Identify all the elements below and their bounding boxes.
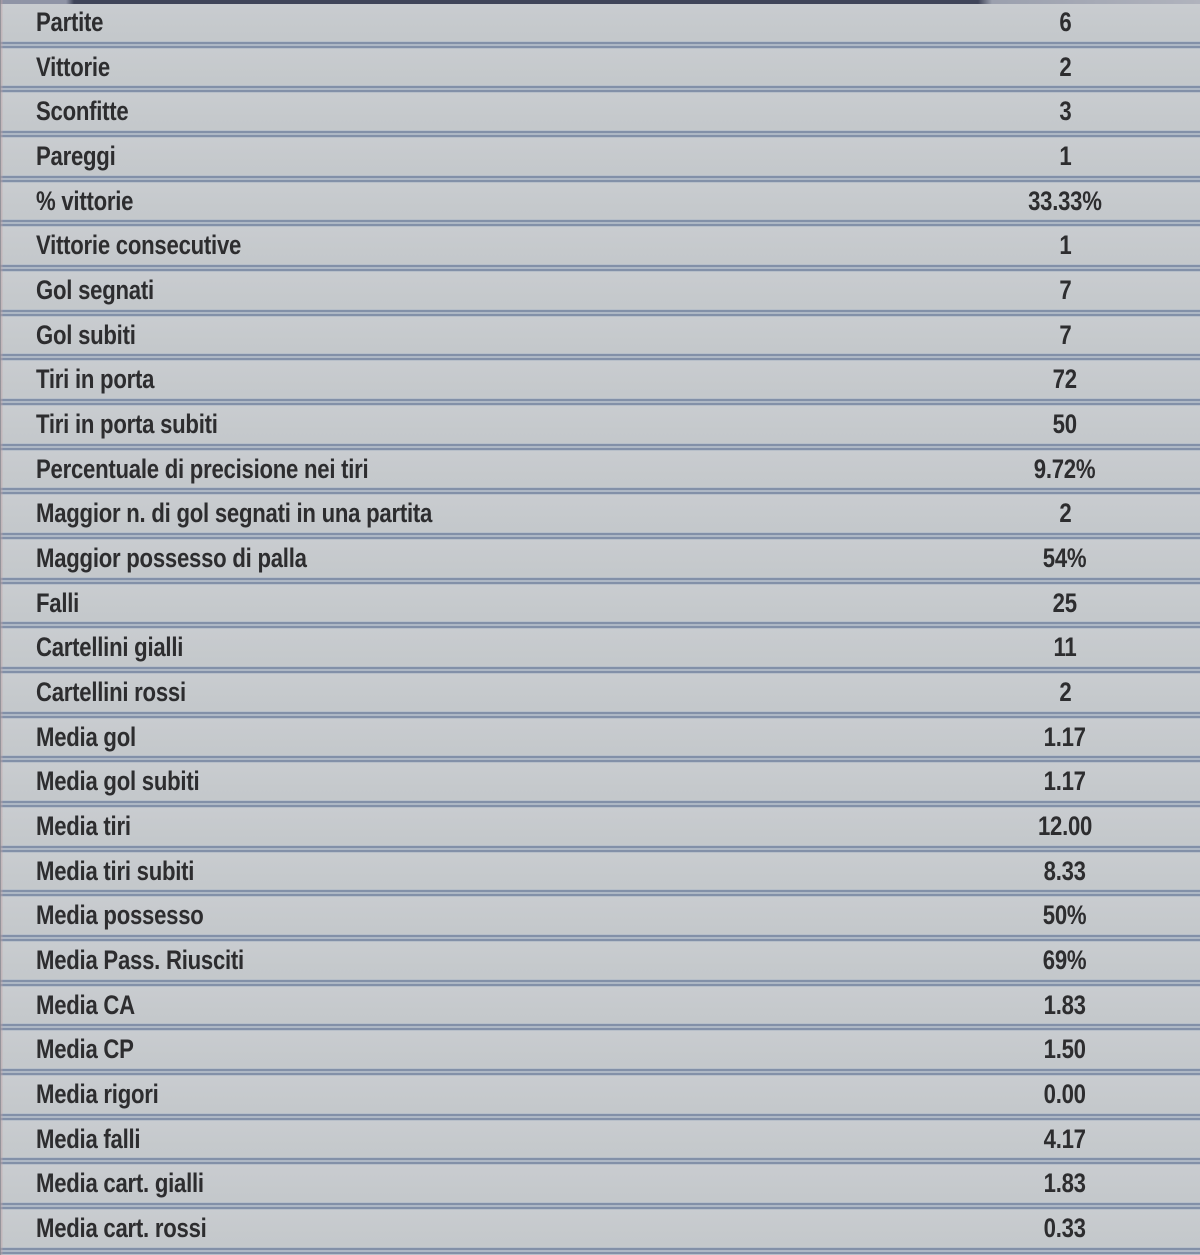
stat-value: 3 [1058, 96, 1072, 127]
stat-label: % vittorie [36, 185, 134, 216]
stat-row: Vittorie consecutive 1 [0, 227, 1200, 273]
stat-value: 6 [1058, 6, 1072, 37]
stat-row: Vittorie 2 [0, 48, 1200, 94]
stat-value: 1.50 [1043, 1034, 1087, 1065]
stat-label: Sconfitte [36, 96, 129, 127]
stat-value: 1.83 [1043, 989, 1087, 1020]
stat-label: Media tiri [36, 810, 131, 841]
stat-value: 7 [1058, 319, 1072, 350]
stat-row: Media gol subiti 1.17 [0, 763, 1200, 809]
stat-label: Gol subiti [36, 319, 136, 350]
stat-row: Tiri in porta subiti 50 [0, 406, 1200, 451]
stat-label: Media gol [36, 721, 136, 752]
stat-label: Maggior n. di gol segnati in una partita [36, 498, 433, 529]
stat-row: Tiri in porta 72 [0, 361, 1200, 407]
stat-label: Falli [36, 587, 80, 618]
stat-row: Falli 25 [0, 584, 1200, 630]
stat-label: Vittorie consecutive [36, 230, 242, 261]
stat-value: 72 [1052, 364, 1078, 395]
stat-value: 25 [1052, 587, 1078, 618]
stat-row: Maggior n. di gol segnati in una partita… [0, 495, 1200, 541]
stat-label: Media rigori [36, 1078, 159, 1109]
stat-row: Media tiri subiti 8.33 [0, 852, 1200, 898]
stat-label: Media falli [36, 1123, 141, 1154]
stat-label: Cartellini rossi [36, 676, 186, 707]
stat-row: Pareggi 1 [0, 138, 1200, 183]
stat-value: 33.33% [1028, 185, 1102, 216]
stat-value: 11 [1053, 632, 1077, 663]
stat-value: 50% [1043, 900, 1087, 931]
stat-value: 9.72% [1034, 453, 1096, 484]
stat-row: % vittorie 33.33% [0, 182, 1200, 228]
top-divider [0, 0, 1200, 4]
stat-label: Media cart. rossi [36, 1212, 207, 1243]
stat-value: 1.17 [1043, 766, 1087, 797]
stat-value: 69% [1043, 944, 1087, 975]
stat-value: 12.00 [1037, 810, 1093, 841]
stat-row: Media Pass. Riusciti 69% [0, 942, 1200, 987]
stat-label: Pareggi [36, 140, 116, 171]
stat-label: Media Pass. Riusciti [36, 944, 244, 975]
stat-label: Tiri in porta subiti [36, 408, 218, 439]
stat-label: Media gol subiti [36, 766, 200, 797]
stat-row: Gol subiti 7 [0, 316, 1200, 362]
stats-table: Partite 6 Vittorie 2 Sconfitte 3 Pareggi… [0, 4, 1200, 1255]
stat-row: Media tiri 12.00 [0, 808, 1200, 853]
stat-value: 8.33 [1043, 855, 1087, 886]
stat-value: 2 [1058, 676, 1072, 707]
stat-label: Tiri in porta [36, 364, 155, 395]
stat-label: Media tiri subiti [36, 855, 195, 886]
stat-label: Media CP [36, 1034, 134, 1065]
stat-row: Media cart. gialli 1.83 [0, 1165, 1200, 1211]
stat-value: 2 [1058, 498, 1072, 529]
stat-value: 4.17 [1043, 1123, 1087, 1154]
stat-value: 50 [1052, 408, 1078, 439]
stat-row: Partite 6 [0, 4, 1200, 49]
stat-value: 54% [1043, 542, 1087, 573]
stat-row: Media rigori 0.00 [0, 1076, 1200, 1121]
stat-label: Maggior possesso di palla [36, 542, 307, 573]
stat-row: Media gol 1.17 [0, 718, 1200, 764]
stat-value: 1.17 [1043, 721, 1087, 752]
stat-value: 2 [1058, 51, 1072, 82]
stat-row: Media possesso 50% [0, 897, 1200, 943]
stat-row: Media CP 1.50 [0, 1031, 1200, 1077]
stat-label: Media CA [36, 989, 135, 1020]
stat-row: Cartellini gialli 11 [0, 629, 1200, 675]
stat-label: Partite [36, 6, 104, 37]
stat-row: Media falli 4.17 [0, 1120, 1200, 1166]
stat-row: Media cart. rossi 0.33 [0, 1210, 1200, 1255]
stat-row: Cartellini rossi 2 [0, 674, 1200, 719]
stat-value: 1.83 [1043, 1168, 1087, 1199]
stat-value: 1 [1058, 140, 1072, 171]
stat-row: Media CA 1.83 [0, 986, 1200, 1032]
stat-row: Percentuale di precisione nei tiri 9.72% [0, 450, 1200, 496]
stat-label: Gol segnati [36, 274, 154, 305]
stat-value: 0.33 [1043, 1212, 1087, 1243]
stat-label: Cartellini gialli [36, 632, 184, 663]
stat-label: Percentuale di precisione nei tiri [36, 453, 369, 484]
stat-row: Sconfitte 3 [0, 93, 1200, 139]
stat-value: 1 [1058, 230, 1072, 261]
stat-value: 0.00 [1043, 1078, 1087, 1109]
stat-label: Vittorie [36, 51, 110, 82]
stat-label: Media possesso [36, 900, 204, 931]
stat-row: Gol segnati 7 [0, 272, 1200, 317]
stat-row: Maggior possesso di palla 54% [0, 540, 1200, 585]
stat-label: Media cart. gialli [36, 1168, 204, 1199]
stat-value: 7 [1058, 274, 1072, 305]
